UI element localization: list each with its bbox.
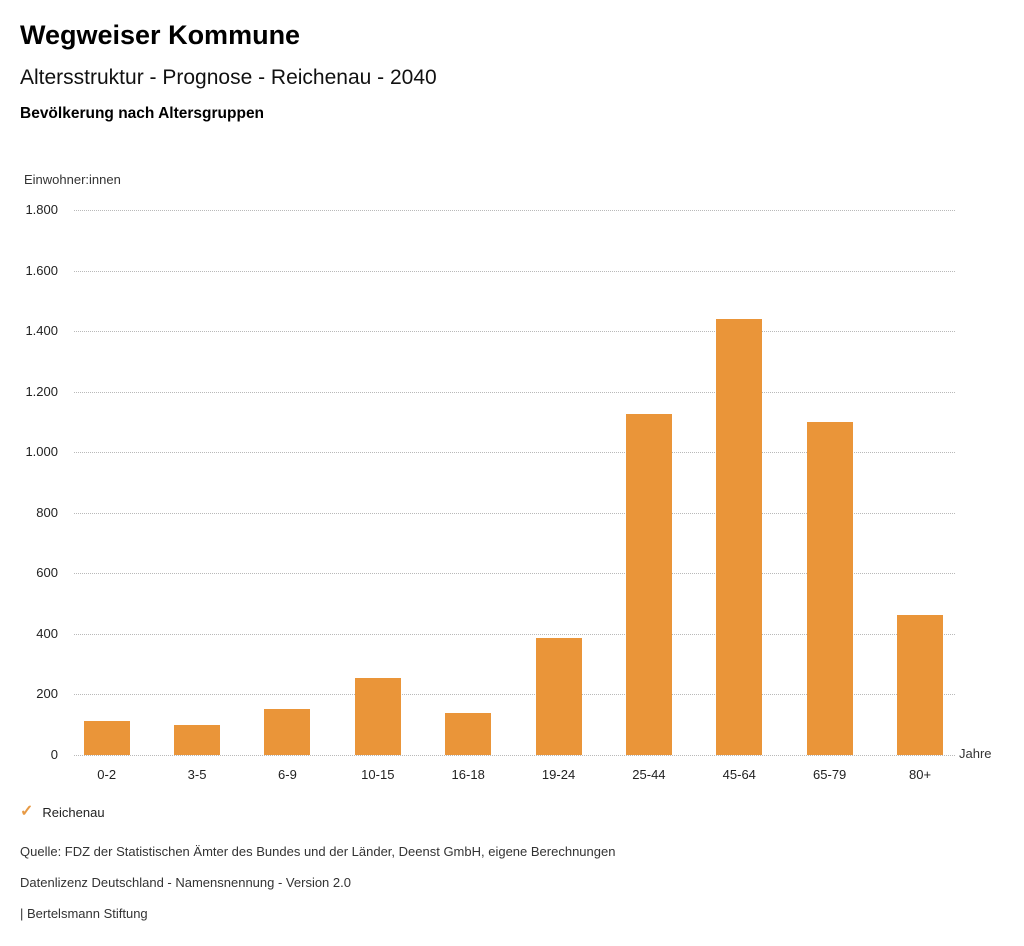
x-axis-tick-label: 0-2 — [97, 767, 117, 782]
legend-label: Reichenau — [42, 804, 105, 820]
chart-heading: Bevölkerung nach Altersgruppen — [20, 105, 265, 122]
check-icon: ✓ — [20, 803, 34, 820]
page-subtitle: Altersstruktur - Prognose - Reichenau - … — [20, 66, 437, 89]
page-title: Wegweiser Kommune — [20, 20, 301, 50]
x-axis-tick-label: 10-15 — [361, 767, 395, 782]
y-axis-tick-label: 1.200 — [25, 383, 58, 399]
plot-area: 0-2 3-5 6-9 10-15 16-18 19-24 25-44 45-64 65-79 8… — [74, 210, 992, 782]
y-axis-tick-label: 1.800 — [25, 202, 58, 217]
y-axis-tick-label: 200 — [36, 686, 58, 702]
bar-0-2[interactable] — [83, 721, 130, 755]
gridline — [74, 694, 955, 696]
x-axis-title: Jahre — [959, 746, 992, 761]
x-axis-tick-label: 80+ — [908, 767, 932, 782]
y-axis-title: Einwohner:innen — [24, 172, 121, 187]
gridline — [74, 633, 955, 635]
footer-license: Datenlizenz Deutschland - Namensnennung … — [20, 875, 351, 890]
x-axis-tick-label: 19-24 — [541, 767, 576, 782]
bar-3-5[interactable] — [174, 724, 221, 755]
y-axis-tick-label: 1.000 — [25, 444, 58, 460]
y-axis-tick-label: 400 — [36, 625, 58, 641]
x-axis-tick-label: 65-79 — [813, 767, 847, 782]
x-axis-tick-label: 25-44 — [632, 767, 666, 782]
legend-item-reichenau[interactable]: ✓ Reichenau — [20, 804, 105, 820]
x-axis-tick-label: 6-9 — [278, 767, 297, 782]
footer-attribution: | Bertelsmann Stiftung — [20, 906, 148, 921]
bar-6-9[interactable] — [264, 708, 311, 755]
gridline — [74, 210, 955, 211]
gridline — [74, 331, 955, 333]
x-axis-tick-label: 16-18 — [451, 767, 485, 782]
bar-45-64[interactable] — [716, 319, 763, 755]
y-axis-tick-label: 0 — [50, 747, 58, 762]
bar-25-44[interactable] — [625, 414, 672, 755]
bar-10-15[interactable] — [354, 677, 401, 755]
y-axis-tick-label: 1.400 — [25, 323, 58, 339]
gridline — [74, 452, 955, 454]
gridline — [74, 573, 955, 575]
bar-65-79[interactable] — [806, 421, 853, 755]
gridline — [74, 512, 955, 514]
bar-80+[interactable] — [897, 614, 944, 755]
x-axis-tick-label: 45-64 — [722, 767, 756, 782]
gridline — [74, 755, 955, 756]
x-axis-tick-label: 3-5 — [187, 767, 207, 782]
y-axis-tick-label: 1.600 — [25, 262, 58, 278]
y-axis-tick-label: 600 — [36, 565, 58, 581]
gridline — [74, 270, 955, 272]
footer-source: Quelle: FDZ der Statistischen Ämter des … — [20, 844, 616, 859]
bar-19-24[interactable] — [535, 638, 582, 755]
y-axis-tick-label: 800 — [36, 504, 58, 520]
gridline — [74, 391, 955, 393]
bar-16-18[interactable] — [445, 712, 492, 755]
